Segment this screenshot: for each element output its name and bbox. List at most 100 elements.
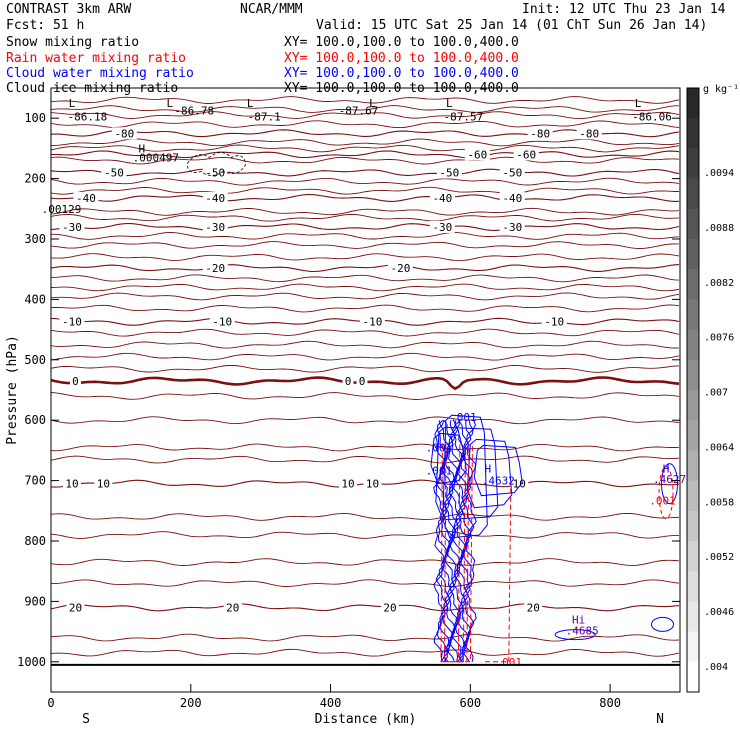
temperature-contour-line — [50, 392, 680, 400]
field-xy-cloud-water: XY= 100.0,100.0 to 100.0,400.0 — [284, 66, 519, 81]
annotation-label: L — [369, 97, 376, 110]
cloud-water-contour — [464, 420, 477, 662]
colorbar-step — [687, 661, 699, 693]
contour-label-bg — [223, 601, 242, 614]
temperature-contour-line — [51, 138, 680, 147]
colorbar-step — [687, 510, 699, 542]
x-end-label-right: N — [656, 712, 664, 727]
annotation-label: -87.67 — [339, 104, 379, 117]
contour-label-bg — [387, 261, 413, 274]
annotation-label: -86.06 — [632, 110, 672, 123]
temperature-contour-line — [50, 512, 680, 521]
contour-label: -10 — [62, 316, 82, 329]
temperature-contour-line — [50, 120, 680, 129]
y-tick-label: 900 — [24, 594, 46, 608]
temperature-contour-line — [50, 194, 680, 202]
header-valid: Valid: 15 UTC Sat 25 Jan 14 (01 ChT Sun … — [316, 18, 708, 33]
contour-label-bg — [499, 166, 525, 179]
colorbar-step — [687, 88, 699, 119]
temperature-contour-line — [50, 186, 679, 195]
colorbar-label: .0052 — [704, 552, 734, 563]
annotation-label: H — [484, 463, 491, 476]
temperature-contour-line — [50, 253, 680, 262]
contour-label: 0 — [345, 375, 352, 388]
colorbar-step — [687, 571, 699, 602]
colorbar-label: .0094 — [704, 168, 734, 179]
y-tick-label: 800 — [24, 534, 46, 548]
contour-label-bg — [101, 166, 127, 179]
contour-label: 20 — [69, 601, 82, 614]
colorbar-step — [687, 480, 699, 512]
temperature-contour-line — [50, 364, 680, 373]
cloud-water-contour — [554, 629, 596, 641]
temperature-contour-line — [50, 111, 680, 120]
temperature-contour-line — [50, 352, 680, 361]
y-axis-label: Pressure (hPa) — [5, 335, 20, 445]
temperature-contour-line — [50, 213, 680, 222]
colorbar-label: .004 — [704, 662, 728, 673]
contour-label: -20 — [205, 262, 225, 275]
y-tick-label: 100 — [24, 111, 46, 125]
field-name-snow: Snow mixing ratio — [6, 35, 140, 50]
colorbar-label: .0082 — [704, 278, 734, 289]
temperature-contour-line — [50, 105, 680, 113]
contour-label-bg — [363, 477, 382, 490]
temperature-contour-line — [50, 416, 680, 425]
field-xy-rain: XY= 100.0,100.0 to 100.0,400.0 — [284, 51, 519, 66]
x-tick-label: 200 — [180, 696, 202, 710]
contour-label: -10 — [544, 316, 564, 329]
annotation-label: L — [166, 97, 173, 110]
annotations: L-86.18L-86.78L-87.1L-87.67L-87.57L-86.0… — [42, 97, 686, 669]
annotation-label: .001 — [426, 441, 453, 454]
temperature-contour-line — [50, 177, 680, 186]
colorbar-step — [687, 420, 699, 451]
contour-label-bg — [380, 601, 399, 614]
temperature-contour-line — [50, 340, 680, 349]
contour-label-bg — [527, 127, 553, 140]
contour-label: -40 — [205, 192, 225, 205]
rain-water-contour — [484, 480, 512, 663]
colorbar: g kg⁻¹ .0094 .0088 .0082 .0076 .007 .0064 .0058… — [686, 84, 739, 693]
annotation-label: .4627 — [653, 473, 686, 486]
colorbar-label: .0076 — [704, 333, 734, 344]
colorbar-step — [687, 208, 699, 240]
annotation-label: -87.57 — [443, 110, 483, 123]
annotation-label: H — [139, 142, 146, 155]
contour-label: -50 — [104, 167, 124, 180]
temperature-contour-line — [50, 232, 680, 240]
colorbar-step — [687, 450, 699, 482]
annotation-label: -86.78 — [174, 104, 214, 117]
header-init: Init: 12 UTC Thu 23 Jan 14 — [522, 2, 726, 17]
temperature-contour-line — [50, 292, 680, 301]
contour-label: 10 — [366, 478, 379, 491]
contour-label: 10 — [513, 478, 526, 491]
y-tick-label: 500 — [24, 353, 46, 367]
contour-label: 0 — [359, 375, 366, 388]
annotation-label: L — [446, 97, 453, 110]
contour-label: -40 — [76, 192, 96, 205]
y-tick-label: 300 — [24, 232, 46, 246]
contour-label-bg — [342, 374, 354, 387]
temperature-contour-line — [50, 558, 680, 566]
annotation-label: .001 — [450, 411, 477, 424]
contour-label: -10 — [363, 316, 383, 329]
cloud-water-contour — [430, 432, 467, 485]
contour-label-bg — [499, 191, 525, 204]
annotation-label: .001 — [426, 464, 453, 477]
rain-water-contours — [440, 444, 674, 663]
temperature-contour-line — [50, 633, 680, 642]
contour-label-bg — [202, 261, 228, 274]
contour-label-bg — [111, 127, 137, 140]
plot-frame — [50, 87, 681, 693]
colorbar-label: .007 — [704, 388, 728, 399]
annotation-label: .00129 — [42, 203, 82, 216]
contour-label: -80 — [579, 127, 599, 140]
header-left-line1: CONTRAST 3km ARW — [6, 2, 132, 17]
annotation-label: L — [247, 97, 254, 110]
contour-label-bg — [524, 601, 543, 614]
contour-label: -10 — [212, 316, 232, 329]
y-tick-label: 400 — [24, 292, 46, 306]
y-tick-label: 200 — [24, 172, 46, 186]
contour-label: 0 — [72, 375, 79, 388]
